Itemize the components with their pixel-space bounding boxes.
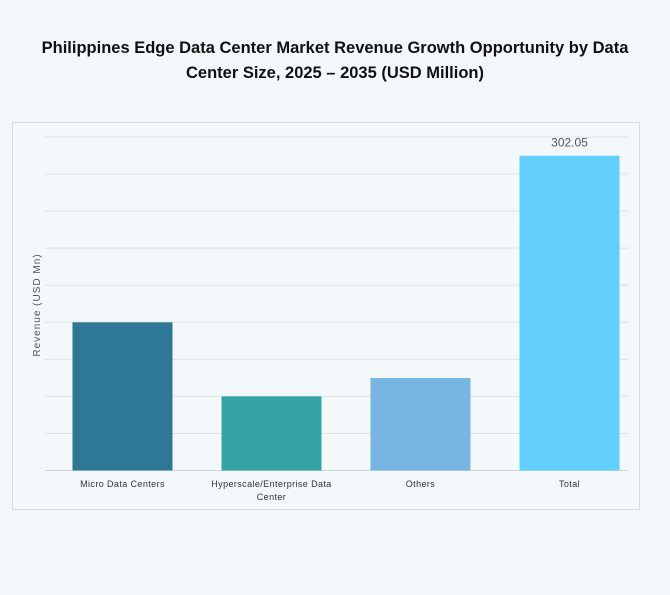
data-label: 302.05 [551, 136, 588, 150]
chart-title-line1: Philippines Edge Data Center Market Reve… [41, 39, 629, 57]
chart-title-line2: Center Size, 2025 – 2035 (USD Million) [185, 64, 485, 82]
x-tick-label: Hyperscale/Enterprise Data [211, 479, 331, 489]
chart-title: Philippines Edge Data Center Market Reve… [0, 36, 670, 86]
bar-total [519, 155, 620, 471]
y-axis-label: Revenue (USD Mn) [32, 253, 43, 356]
x-tick-label: Center [257, 492, 286, 502]
bar-micro-data-centers [72, 322, 173, 471]
x-tick-label: Total [559, 479, 580, 489]
x-tick-label: Micro Data Centers [80, 479, 165, 489]
bar-hyperscale-enterprise-data-center [221, 396, 322, 471]
x-tick-label: Others [406, 479, 436, 489]
bar-others [370, 378, 471, 471]
